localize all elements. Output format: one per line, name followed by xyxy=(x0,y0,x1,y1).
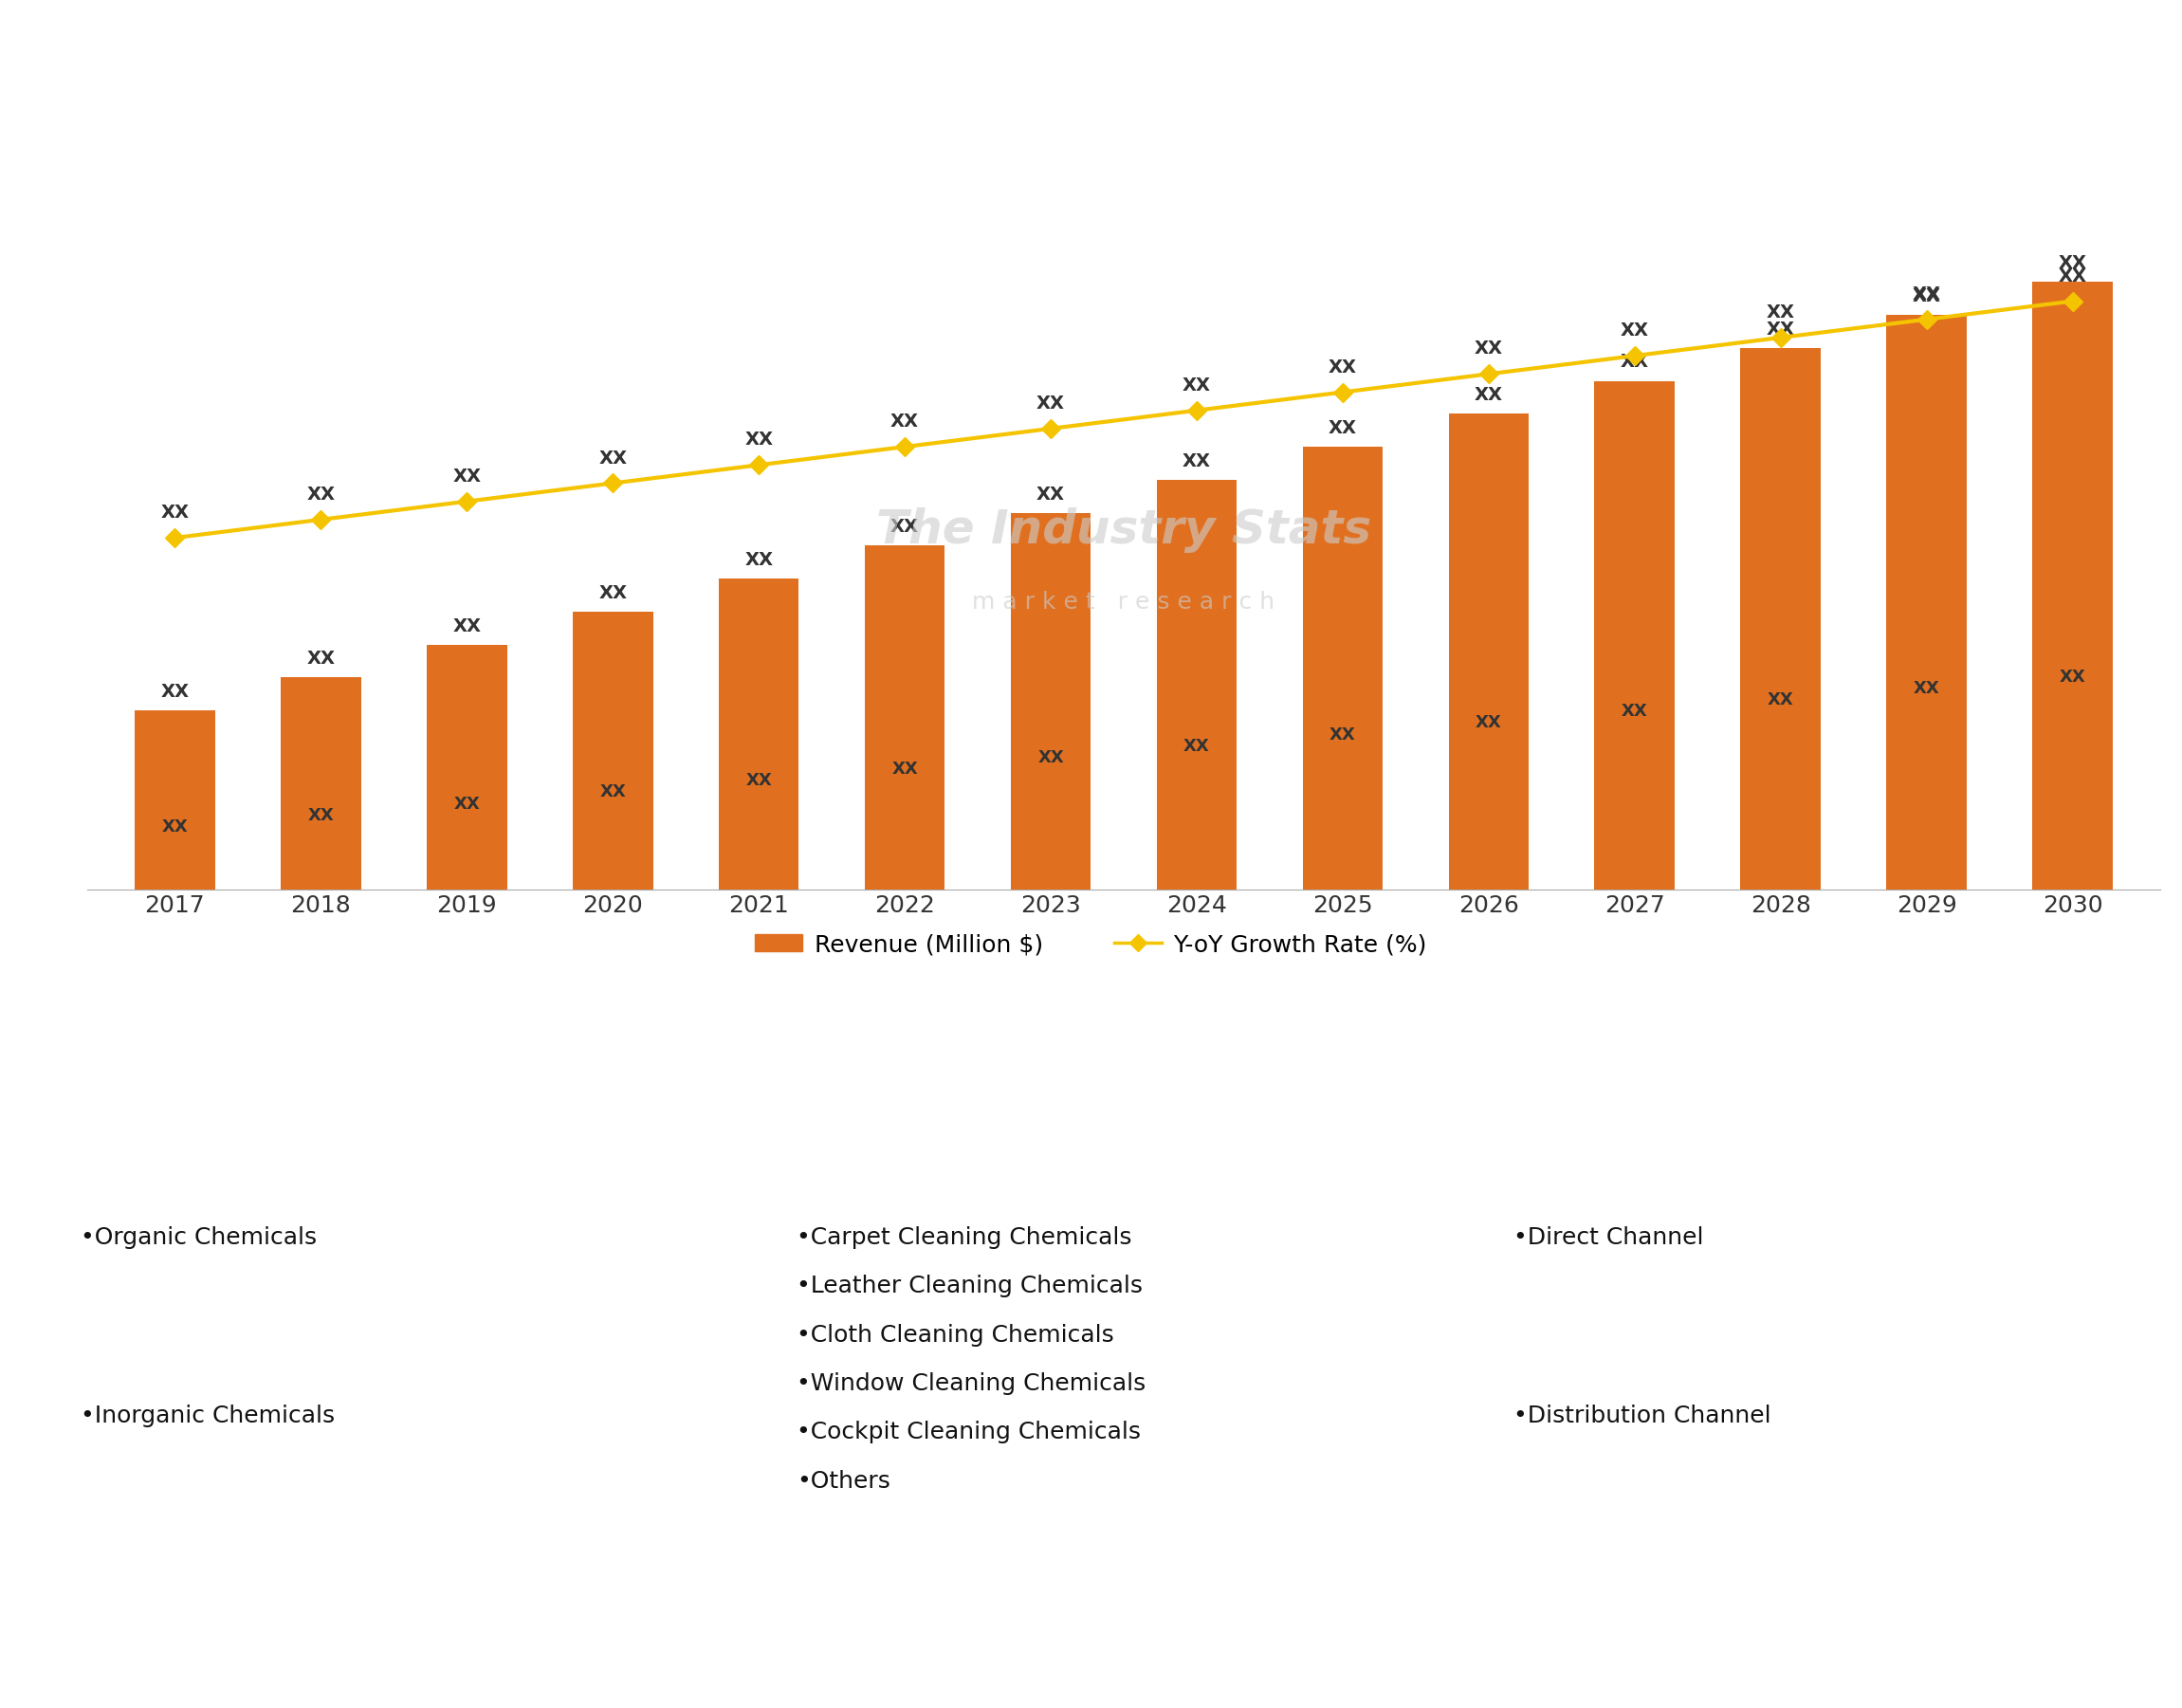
Bar xyxy=(1741,348,1820,890)
Text: XX: XX xyxy=(308,485,336,504)
Bar xyxy=(1156,480,1237,890)
Text: •Leather Cleaning Chemicals: •Leather Cleaning Chemicals xyxy=(796,1274,1143,1298)
Text: XX: XX xyxy=(1183,376,1211,395)
Text: XX: XX xyxy=(161,683,190,700)
Text: XX: XX xyxy=(1621,321,1650,340)
Text: XX: XX xyxy=(598,584,626,601)
Text: •Cockpit Cleaning Chemicals: •Cockpit Cleaning Chemicals xyxy=(796,1421,1141,1443)
Bar xyxy=(1010,512,1091,890)
Text: •Organic Chemicals: •Organic Chemicals xyxy=(81,1226,316,1249)
Text: •Cloth Cleaning Chemicals: •Cloth Cleaning Chemicals xyxy=(796,1324,1115,1346)
Text: •Others: •Others xyxy=(796,1469,890,1493)
Text: Product Types: Product Types xyxy=(271,1138,480,1165)
Text: Application: Application xyxy=(1006,1138,1176,1165)
Bar xyxy=(1595,381,1676,890)
Bar xyxy=(135,711,216,890)
Text: XX: XX xyxy=(1767,321,1796,338)
Bar xyxy=(1887,314,1966,890)
Text: XX: XX xyxy=(2060,668,2086,685)
Text: XX: XX xyxy=(1475,386,1503,405)
Text: XX: XX xyxy=(598,449,626,468)
Text: XX: XX xyxy=(454,796,480,813)
Text: •Distribution Channel: •Distribution Channel xyxy=(1514,1404,1772,1428)
Text: XX: XX xyxy=(1329,726,1355,743)
Bar xyxy=(1303,447,1383,890)
Text: XX: XX xyxy=(890,413,919,430)
Text: XX: XX xyxy=(1329,359,1357,376)
Text: XX: XX xyxy=(746,772,772,789)
Text: XX: XX xyxy=(1911,287,1940,306)
Bar xyxy=(572,611,652,890)
Text: XX: XX xyxy=(161,818,188,835)
Bar xyxy=(864,545,945,890)
Text: XX: XX xyxy=(1475,340,1503,359)
Text: XX: XX xyxy=(1475,714,1501,731)
Text: m a r k e t   r e s e a r c h: m a r k e t r e s e a r c h xyxy=(973,591,1274,613)
Text: XX: XX xyxy=(890,518,919,536)
Bar xyxy=(718,579,799,890)
Text: XX: XX xyxy=(1036,395,1065,413)
Text: XX: XX xyxy=(1767,304,1796,321)
Text: Website: www.theindustrystats.com: Website: www.theindustrystats.com xyxy=(1728,1667,2160,1688)
Text: •Carpet Cleaning Chemicals: •Carpet Cleaning Chemicals xyxy=(796,1226,1132,1249)
Text: XX: XX xyxy=(1911,285,1940,304)
Text: XX: XX xyxy=(1036,485,1065,504)
Bar xyxy=(1449,413,1530,890)
Text: The Industry Stats: The Industry Stats xyxy=(877,507,1370,553)
Text: XX: XX xyxy=(2058,266,2086,285)
Bar xyxy=(281,678,360,890)
Text: Email: sales@theindustrystats.com: Email: sales@theindustrystats.com xyxy=(882,1667,1300,1688)
Text: XX: XX xyxy=(892,760,919,777)
Bar xyxy=(428,644,506,890)
Text: XX: XX xyxy=(452,617,480,635)
Text: XX: XX xyxy=(1621,354,1650,371)
Text: XX: XX xyxy=(1183,453,1211,470)
Text: XX: XX xyxy=(1914,680,1940,697)
Text: XX: XX xyxy=(1329,418,1357,437)
Text: •Inorganic Chemicals: •Inorganic Chemicals xyxy=(81,1404,334,1428)
Bar xyxy=(2031,282,2112,890)
Text: XX: XX xyxy=(308,651,336,668)
Text: Fig. Global Aviation Cabin Cleaning Chemicals Market Status and Outlook: Fig. Global Aviation Cabin Cleaning Chem… xyxy=(26,27,1222,55)
Text: •Direct Channel: •Direct Channel xyxy=(1514,1226,1704,1249)
Text: XX: XX xyxy=(1039,750,1065,767)
Text: Source: Theindustrystats Analysis: Source: Theindustrystats Analysis xyxy=(22,1667,428,1688)
Text: XX: XX xyxy=(2058,254,2086,272)
Text: XX: XX xyxy=(161,504,190,523)
Text: XX: XX xyxy=(744,552,772,569)
Text: •Window Cleaning Chemicals: •Window Cleaning Chemicals xyxy=(796,1372,1146,1395)
Text: XX: XX xyxy=(308,806,334,823)
Text: XX: XX xyxy=(1767,692,1794,709)
Text: XX: XX xyxy=(600,784,626,801)
Text: XX: XX xyxy=(1621,704,1647,721)
Text: Sales Channels: Sales Channels xyxy=(1695,1138,1920,1165)
Legend: Revenue (Million $), Y-oY Growth Rate (%): Revenue (Million $), Y-oY Growth Rate (%… xyxy=(746,924,1436,965)
Text: XX: XX xyxy=(1183,738,1209,755)
Text: XX: XX xyxy=(452,468,480,485)
Text: XX: XX xyxy=(744,430,772,449)
